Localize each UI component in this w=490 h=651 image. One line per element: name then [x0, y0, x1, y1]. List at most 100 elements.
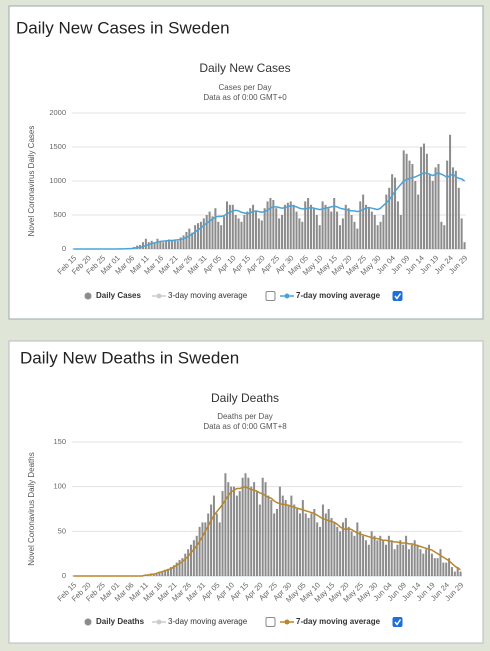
- bar: [451, 167, 454, 249]
- chart-title: Daily Deaths: [211, 391, 279, 405]
- legend-key: [284, 619, 290, 625]
- page-title: Daily New Cases in Sweden: [16, 18, 230, 37]
- bar: [228, 204, 231, 249]
- bar: [237, 218, 240, 249]
- legend-label[interactable]: Daily Deaths: [96, 617, 145, 626]
- legend-label[interactable]: 3-day moving average: [168, 291, 248, 300]
- bar: [414, 181, 417, 249]
- bar: [313, 509, 316, 576]
- bar: [379, 221, 382, 249]
- bar: [172, 565, 175, 576]
- bar: [272, 200, 275, 249]
- bar: [350, 531, 353, 576]
- bar: [263, 208, 266, 249]
- bar: [422, 553, 425, 576]
- bar: [373, 215, 376, 249]
- y-tick-label: 100: [53, 482, 66, 491]
- bar: [408, 160, 411, 249]
- bar: [454, 170, 457, 249]
- bar: [411, 164, 414, 249]
- bar: [181, 558, 184, 576]
- checkbox[interactable]: [265, 617, 276, 627]
- bar: [234, 215, 237, 249]
- bar: [202, 218, 205, 249]
- bar: [260, 220, 263, 249]
- bar: [290, 495, 293, 576]
- check-mark: [394, 293, 402, 300]
- bar: [301, 221, 304, 249]
- bar: [176, 240, 179, 249]
- bar: [164, 569, 167, 576]
- legend-label[interactable]: 7-day moving average: [296, 291, 381, 300]
- bar: [365, 204, 368, 249]
- bar: [437, 164, 440, 249]
- line: [73, 485, 461, 577]
- bar: [333, 522, 336, 576]
- bar: [356, 228, 359, 249]
- bar: [307, 198, 310, 249]
- bar: [168, 239, 171, 249]
- bar: [376, 225, 379, 249]
- y-axis-label: Novel Coronavirus Daily Cases: [27, 126, 36, 237]
- bar: [442, 562, 445, 576]
- bar: [359, 201, 362, 249]
- bar: [224, 473, 227, 576]
- bar: [321, 201, 324, 249]
- bar: [417, 194, 420, 249]
- bar: [243, 215, 246, 249]
- bar: [387, 535, 390, 576]
- bar: [241, 477, 244, 576]
- bar: [301, 500, 304, 576]
- legend-key: [156, 619, 162, 625]
- bar: [249, 208, 252, 249]
- bar: [428, 544, 431, 576]
- bar: [339, 531, 342, 576]
- bar: [304, 513, 307, 576]
- bar: [433, 558, 436, 576]
- bar: [310, 513, 313, 576]
- bar: [188, 228, 191, 249]
- bar: [156, 238, 159, 249]
- bar: [443, 225, 446, 249]
- bar: [434, 167, 437, 249]
- bar: [347, 526, 350, 576]
- checkbox[interactable]: [392, 617, 403, 627]
- bar: [287, 504, 290, 576]
- line: [73, 172, 465, 250]
- bar: [324, 204, 327, 249]
- bar: [155, 573, 158, 576]
- bar: [416, 544, 419, 576]
- legend-label[interactable]: 3-day moving average: [168, 617, 248, 626]
- bar: [162, 242, 165, 249]
- bar: [150, 240, 153, 249]
- bar: [152, 574, 155, 576]
- y-tick-label: 500: [53, 210, 66, 219]
- legend-label[interactable]: Daily Cases: [96, 291, 141, 300]
- bar: [278, 218, 281, 249]
- bar: [463, 242, 466, 249]
- bar: [278, 486, 281, 576]
- legend-label[interactable]: 7-day moving average: [296, 617, 381, 626]
- bar: [341, 522, 344, 576]
- bar: [257, 218, 260, 249]
- bar: [396, 544, 399, 576]
- bar: [394, 177, 397, 249]
- y-tick-label: 0: [62, 244, 66, 253]
- bar: [252, 204, 255, 249]
- bar: [281, 215, 284, 249]
- bar: [333, 198, 336, 249]
- bar: [205, 215, 208, 249]
- checkbox[interactable]: [265, 291, 276, 301]
- note: Data as of 0:00 GMT+0: [203, 93, 287, 102]
- bar: [192, 540, 195, 576]
- bar: [238, 491, 241, 576]
- bar: [370, 531, 373, 576]
- checkbox[interactable]: [392, 291, 403, 301]
- bar: [353, 221, 356, 249]
- bar: [175, 562, 178, 576]
- bar: [281, 495, 284, 576]
- bar: [269, 198, 272, 249]
- bar: [212, 495, 215, 576]
- bar: [298, 218, 301, 249]
- bar: [425, 153, 428, 249]
